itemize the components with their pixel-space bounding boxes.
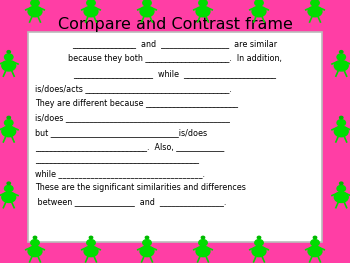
Circle shape [28, 246, 42, 257]
Circle shape [31, 0, 39, 6]
Circle shape [199, 0, 207, 6]
Circle shape [252, 6, 266, 17]
Circle shape [87, 0, 95, 6]
Circle shape [199, 240, 207, 246]
Circle shape [313, 236, 317, 239]
Circle shape [2, 126, 16, 137]
Circle shape [84, 246, 98, 257]
Circle shape [84, 6, 98, 17]
Circle shape [252, 246, 266, 257]
Text: ____________________________.  Also, ____________: ____________________________. Also, ____… [35, 142, 224, 151]
Circle shape [201, 236, 205, 239]
Circle shape [337, 54, 345, 60]
Circle shape [33, 236, 37, 239]
Circle shape [2, 60, 16, 71]
Circle shape [196, 6, 210, 17]
Circle shape [5, 54, 13, 60]
Text: but ________________________________is/does: but ________________________________is/d… [35, 128, 207, 137]
Circle shape [143, 240, 151, 246]
Text: is/does _________________________________________: is/does ________________________________… [35, 113, 230, 122]
Text: They are different because _______________________: They are different because _____________… [35, 99, 238, 108]
Text: These are the significant similarities and differences: These are the significant similarities a… [35, 183, 246, 192]
Circle shape [31, 240, 39, 246]
Text: because they both _____________________.  In addition,: because they both _____________________.… [68, 54, 282, 63]
Circle shape [7, 182, 10, 185]
Circle shape [255, 0, 263, 6]
Circle shape [334, 60, 348, 71]
Text: ____________________  while  _______________________: ____________________ while _____________… [74, 69, 276, 78]
Text: is/does/acts ____________________________________.: is/does/acts ___________________________… [35, 84, 232, 93]
Text: while ____________________________________.: while __________________________________… [35, 169, 205, 178]
Circle shape [87, 240, 95, 246]
Circle shape [334, 126, 348, 137]
Text: Compare and Contrast frame: Compare and Contrast frame [57, 17, 293, 33]
Text: _________________________________________: ________________________________________… [35, 155, 199, 164]
Circle shape [311, 0, 319, 6]
Circle shape [337, 185, 345, 192]
Circle shape [308, 6, 322, 17]
Circle shape [308, 246, 322, 257]
Circle shape [5, 120, 13, 126]
Circle shape [140, 246, 154, 257]
Circle shape [28, 6, 42, 17]
Circle shape [255, 240, 263, 246]
Circle shape [257, 236, 261, 239]
Circle shape [7, 50, 10, 53]
Circle shape [337, 120, 345, 126]
Circle shape [2, 192, 16, 203]
Circle shape [196, 246, 210, 257]
Circle shape [143, 0, 151, 6]
Text: between _______________  and  ________________.: between _______________ and ____________… [35, 197, 226, 206]
Circle shape [89, 236, 93, 239]
Circle shape [334, 192, 348, 203]
FancyBboxPatch shape [28, 32, 322, 242]
Circle shape [5, 185, 13, 192]
Circle shape [311, 240, 319, 246]
Text: ________________  and  _________________  are similar: ________________ and _________________ a… [72, 39, 278, 48]
Circle shape [340, 182, 343, 185]
Circle shape [140, 6, 154, 17]
Circle shape [340, 116, 343, 119]
Circle shape [7, 116, 10, 119]
Circle shape [145, 236, 149, 239]
Circle shape [340, 50, 343, 53]
